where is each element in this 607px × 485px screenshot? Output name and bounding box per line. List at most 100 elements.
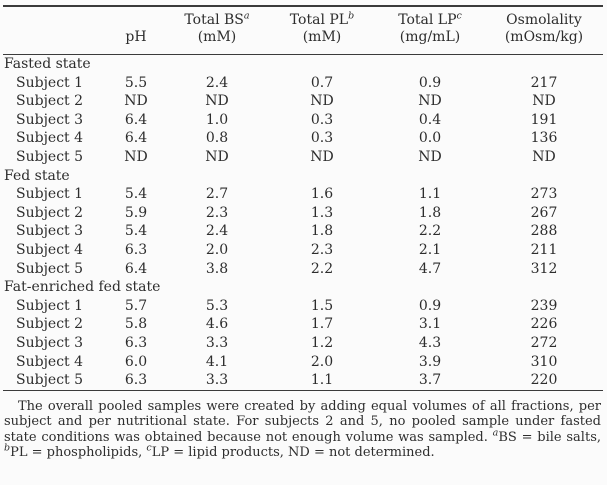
data-cell: 1.5 — [310, 297, 334, 314]
subject-row: Subject 5 6.4 3.8 2.2 4.7 312 — [3, 260, 603, 279]
data-cell: 1.1 — [418, 186, 442, 203]
data-cell: 6.3 — [124, 372, 148, 389]
data-cell: 0.9 — [418, 297, 442, 314]
column-header-unit: (mOsm/kg) — [504, 29, 584, 45]
data-cell: 3.8 — [205, 260, 229, 277]
row-label: Subject 5 — [16, 148, 84, 165]
footnote-text: The overall pooled samples were created … — [4, 398, 601, 445]
data-cell: ND — [532, 93, 556, 110]
column-header-unit: pH — [125, 29, 147, 45]
data-cell: 267 — [530, 204, 558, 221]
data-cell: 6.4 — [124, 260, 148, 277]
column-header — [3, 7, 107, 55]
table-body: Fasted state Subject 1 5.5 2.4 0.7 0.9 217 Subj… — [3, 55, 603, 390]
subject-row: Subject 2 5.9 2.3 1.3 1.8 267 — [3, 204, 603, 223]
data-cell: 2.0 — [310, 353, 334, 370]
data-cell: 3.3 — [205, 372, 229, 389]
subject-row: Subject 4 6.0 4.1 2.0 3.9 310 — [3, 353, 603, 372]
column-header-unit: (mg/mL) — [399, 29, 461, 45]
data-cell: 1.7 — [310, 316, 334, 333]
column-header-label: Total LP — [398, 12, 457, 28]
data-cell: 4.3 — [418, 334, 442, 351]
data-cell: 6.3 — [124, 334, 148, 351]
data-cell: 2.4 — [205, 74, 229, 91]
data-cell: ND — [418, 93, 442, 110]
row-label: Subject 5 — [16, 260, 84, 277]
header-row: pH Total BSa (mM) Total PLb (mM) Total LPc (mg… — [3, 7, 603, 55]
data-cell: 2.2 — [310, 260, 334, 277]
data-cell: 2.2 — [418, 223, 442, 240]
table-rules-frame: pH Total BSa (mM) Total PLb (mM) Total LPc (mg… — [3, 5, 603, 391]
footnote-marker: a — [492, 427, 499, 439]
data-cell: 226 — [530, 316, 558, 333]
data-cell: 5.7 — [124, 297, 148, 314]
data-cell: 0.0 — [418, 130, 442, 147]
data-cell: 211 — [530, 241, 558, 258]
data-cell: 1.3 — [310, 204, 334, 221]
subject-row: Subject 3 6.4 1.0 0.3 0.4 191 — [3, 111, 603, 130]
subject-row: Subject 2 ND ND ND ND ND — [3, 92, 603, 111]
data-cell: 5.4 — [124, 223, 148, 240]
data-cell: 0.4 — [418, 111, 442, 128]
subject-row: Subject 5 ND ND ND ND ND — [3, 148, 603, 167]
row-label: Subject 4 — [16, 353, 84, 370]
data-cell: 4.1 — [205, 353, 229, 370]
data-cell: 3.9 — [418, 353, 442, 370]
subject-row: Subject 1 5.5 2.4 0.7 0.9 217 — [3, 74, 603, 93]
data-cell: 4.6 — [205, 316, 229, 333]
subject-row: Subject 3 6.3 3.3 1.2 4.3 272 — [3, 334, 603, 353]
section-row: Fed state — [3, 167, 603, 186]
subject-row: Subject 1 5.4 2.7 1.6 1.1 273 — [3, 185, 603, 204]
data-cell: 2.0 — [205, 241, 229, 258]
data-cell: 312 — [530, 260, 558, 277]
row-label: Subject 1 — [16, 74, 84, 91]
column-header-label: Osmolality — [506, 12, 582, 28]
section-label: Fat-enriched fed state — [4, 279, 161, 296]
subject-row: Subject 3 5.4 2.4 1.8 2.2 288 — [3, 222, 603, 241]
data-cell: 0.3 — [310, 130, 334, 147]
data-cell: 0.9 — [418, 74, 442, 91]
subject-row: Subject 4 6.3 2.0 2.3 2.1 211 — [3, 241, 603, 260]
data-cell: ND — [124, 93, 148, 110]
data-cell: 1.1 — [310, 372, 334, 389]
footnote-marker: a — [243, 10, 250, 22]
data-cell: 6.4 — [124, 130, 148, 147]
data-cell: 136 — [530, 130, 558, 147]
data-cell: 220 — [530, 372, 558, 389]
data-cell: 5.9 — [124, 204, 148, 221]
row-label: Subject 4 — [16, 241, 84, 258]
data-cell: ND — [205, 148, 229, 165]
row-label: Subject 3 — [16, 111, 84, 128]
footnote-marker: b — [348, 10, 355, 22]
data-cell: 1.8 — [310, 223, 334, 240]
footnote-marker: c — [456, 10, 462, 22]
data-cell: 191 — [530, 111, 558, 128]
data-cell: 0.3 — [310, 111, 334, 128]
data-cell: 6.0 — [124, 353, 148, 370]
row-label: Subject 3 — [16, 334, 84, 351]
section-row: Fasted state — [3, 55, 603, 74]
data-cell: 5.8 — [124, 316, 148, 333]
data-cell: 2.4 — [205, 223, 229, 240]
row-label: Subject 3 — [16, 223, 84, 240]
row-label: Subject 2 — [16, 204, 84, 221]
column-header: Osmolality (mOsm/kg) — [485, 7, 603, 55]
data-cell: 3.3 — [205, 334, 229, 351]
subject-row: Subject 1 5.7 5.3 1.5 0.9 239 — [3, 297, 603, 316]
pooled-samples-table: pH Total BSa (mM) Total PLb (mM) Total LPc (mg… — [3, 7, 603, 390]
data-cell: 1.6 — [310, 186, 334, 203]
data-cell: 273 — [530, 186, 558, 203]
data-cell: ND — [310, 93, 334, 110]
footnote-marker: c — [146, 443, 152, 455]
data-cell: 0.8 — [205, 130, 229, 147]
data-cell: 310 — [530, 353, 558, 370]
data-cell: 272 — [530, 334, 558, 351]
data-cell: 2.3 — [310, 241, 334, 258]
column-header: Total BSa (mM) — [165, 7, 269, 55]
row-label: Subject 2 — [16, 316, 84, 333]
column-header: Total LPc (mg/mL) — [375, 7, 485, 55]
data-cell: 3.1 — [418, 316, 442, 333]
table-footnote: The overall pooled samples were created … — [4, 399, 601, 461]
row-label: Subject 4 — [16, 130, 84, 147]
data-cell: ND — [532, 148, 556, 165]
